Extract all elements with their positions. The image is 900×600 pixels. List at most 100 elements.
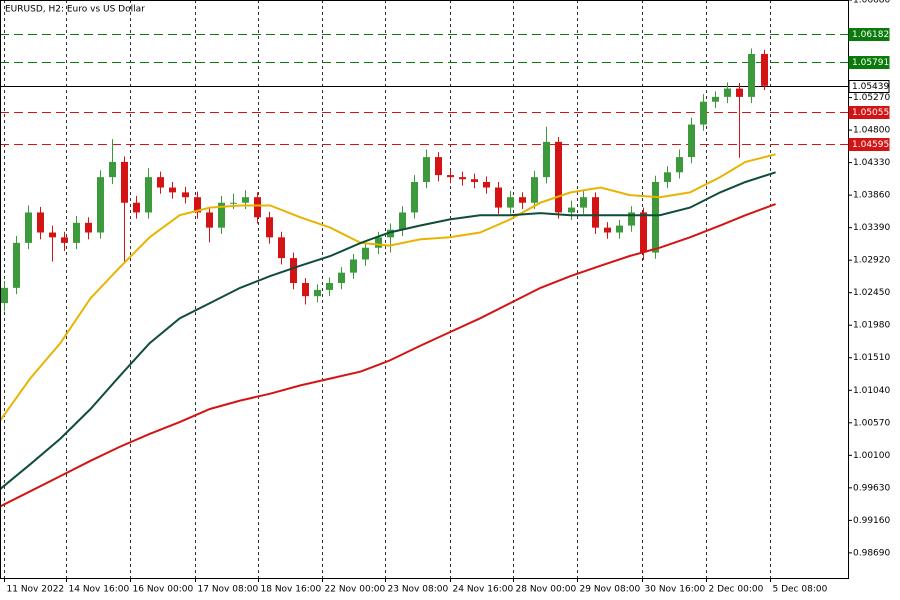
candle-body <box>580 197 587 208</box>
candle-body <box>230 202 237 204</box>
y-tick-label: 1.01510 <box>853 353 890 363</box>
candle-body <box>387 229 394 238</box>
candle-body <box>242 197 249 203</box>
candle-body <box>1 287 8 304</box>
candle-body <box>254 197 261 218</box>
y-tick-label: 1.00570 <box>853 418 890 428</box>
chart-title: EURUSD, H2: Euro vs US Dollar <box>5 5 145 15</box>
candle-body <box>664 172 671 182</box>
candle-body <box>568 207 575 213</box>
candle-body <box>109 161 116 178</box>
candle-body <box>133 202 140 213</box>
candle-body <box>399 212 406 230</box>
x-tick-label: 17 Nov 08:00 <box>198 585 259 595</box>
candle-body <box>145 177 152 213</box>
candle-body <box>194 197 201 213</box>
candle-body <box>604 227 611 233</box>
candle-body <box>411 181 418 213</box>
y-tick-label: 1.00100 <box>853 451 890 461</box>
candle-body <box>290 258 297 284</box>
candle-body <box>206 212 213 228</box>
candle-body <box>302 283 309 297</box>
price-level-label: 1.05055 <box>852 108 889 118</box>
candle-body <box>169 187 176 193</box>
candle-body <box>507 197 514 208</box>
price-level-label: 1.05439 <box>852 82 889 92</box>
y-tick-label: 1.03390 <box>853 223 890 233</box>
candle-body <box>25 212 32 243</box>
price-level-label: 1.04595 <box>852 140 889 150</box>
candle-body <box>652 181 659 253</box>
price-level-label: 1.06182 <box>852 30 889 40</box>
price-level-box <box>848 56 890 69</box>
candle-body <box>121 161 128 203</box>
x-tick-label: 28 Nov 00:00 <box>516 585 577 595</box>
x-tick-label: 16 Nov 00:00 <box>133 585 194 595</box>
candle-body <box>338 272 345 284</box>
candle-body <box>13 242 20 288</box>
y-tick-label: 1.06680 <box>853 0 890 6</box>
y-tick-label: 1.02450 <box>853 288 890 298</box>
y-tick-label: 0.98690 <box>853 548 890 558</box>
candle-body <box>61 237 68 243</box>
x-tick-label: 22 Nov 00:00 <box>325 585 386 595</box>
y-tick-label: 1.02920 <box>853 256 890 266</box>
candle-body <box>49 232 56 238</box>
price-level-box <box>848 106 890 119</box>
candle-body <box>724 88 731 97</box>
price-level-label: 1.05791 <box>852 58 889 68</box>
candle-body <box>483 181 490 188</box>
candle-body <box>712 96 719 102</box>
candle-body <box>616 225 623 233</box>
y-tick-label: 0.99160 <box>853 516 890 526</box>
price-level-box <box>848 28 890 41</box>
candle-body <box>157 177 164 188</box>
x-tick-label: 29 Nov 08:00 <box>580 585 641 595</box>
candle-body <box>748 53 755 97</box>
candle-body <box>459 177 466 180</box>
x-tick-label: 23 Nov 08:00 <box>388 585 449 595</box>
candle-body <box>314 289 321 297</box>
candle-body <box>362 247 369 260</box>
candle-body <box>278 237 285 259</box>
candle-body <box>73 222 80 243</box>
candle-body <box>761 53 768 86</box>
candle-body <box>700 101 707 125</box>
y-tick-label: 1.01980 <box>853 321 890 331</box>
candle-body <box>37 212 44 233</box>
labels: 1.06680 1.05270 1.04800 1.04330 1.03860 1.033… <box>4 0 890 595</box>
candle-body <box>531 177 538 203</box>
x-tick-label: 14 Nov 16:00 <box>69 585 130 595</box>
grid <box>0 0 848 578</box>
candle-body <box>495 187 502 208</box>
candle-body <box>435 157 442 176</box>
y-tick-label: 1.05270 <box>853 93 890 103</box>
x-tick-label: 2 Dec 00:00 <box>709 585 764 595</box>
price-level-box <box>848 80 890 93</box>
candle-body <box>736 88 743 97</box>
candle-body <box>628 212 635 226</box>
x-tick-label: 30 Nov 16:00 <box>645 585 706 595</box>
plot-frame <box>0 0 849 579</box>
moving-average <box>0 203 776 508</box>
candle-body <box>326 283 333 290</box>
candle-body <box>688 124 695 158</box>
candle-body <box>218 202 225 228</box>
y-tick-label: 1.04800 <box>853 126 890 136</box>
candle-body <box>423 157 430 182</box>
candle-body <box>350 259 357 273</box>
price-level-box <box>848 138 890 151</box>
x-tick-label: 11 Nov 2022 <box>7 585 65 595</box>
y-tick-label: 1.04330 <box>853 158 890 168</box>
x-tick-label: 24 Nov 16:00 <box>453 585 514 595</box>
candle-body <box>640 212 647 253</box>
y-tick-label: 1.01040 <box>853 386 890 396</box>
candle-body <box>447 175 454 178</box>
candle-body <box>266 217 273 238</box>
candle-body <box>375 237 382 248</box>
y-tick-label: 0.99630 <box>853 483 890 493</box>
x-tick-label: 18 Nov 16:00 <box>261 585 322 595</box>
